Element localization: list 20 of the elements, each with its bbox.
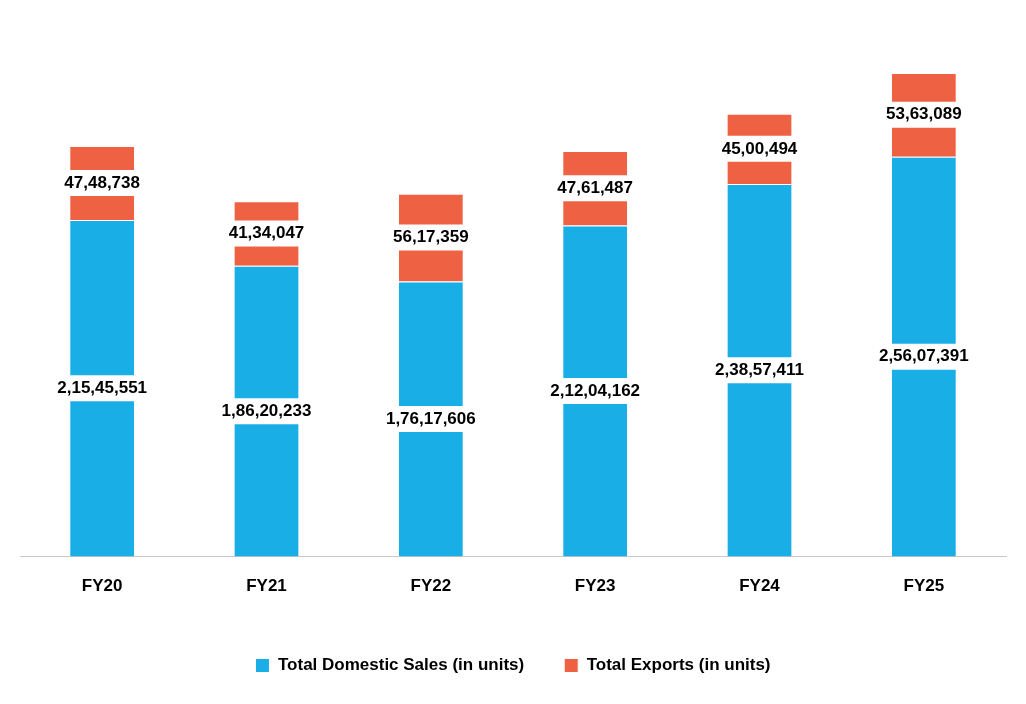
legend-label: Total Exports (in units): [586, 655, 771, 675]
data-label: 2,56,07,391: [878, 346, 969, 366]
x-tick-label: FY24: [739, 576, 781, 596]
data-label: 53,63,089: [886, 104, 962, 124]
data-label: 45,00,494: [721, 138, 798, 158]
x-tick-label: FY21: [246, 576, 287, 596]
data-label: 41,34,047: [228, 223, 305, 243]
x-tick-label: FY23: [574, 576, 616, 596]
x-tick-label: FY25: [903, 576, 945, 596]
legend-label: Total Domestic Sales (in units): [277, 655, 525, 675]
x-tick-label: FY22: [410, 576, 452, 596]
data-label: 56,17,359: [393, 227, 469, 247]
data-label: 47,61,487: [557, 177, 633, 197]
data-label: 2,12,04,162: [550, 380, 641, 400]
data-label: 1,86,20,233: [221, 400, 312, 420]
data-label: 2,38,57,411: [715, 360, 804, 379]
data-label: 1,76,17,606: [385, 408, 476, 428]
x-tick-label: FY20: [81, 576, 123, 596]
data-label: 47,48,738: [64, 172, 140, 192]
data-label: 2,15,45,551: [57, 378, 148, 398]
